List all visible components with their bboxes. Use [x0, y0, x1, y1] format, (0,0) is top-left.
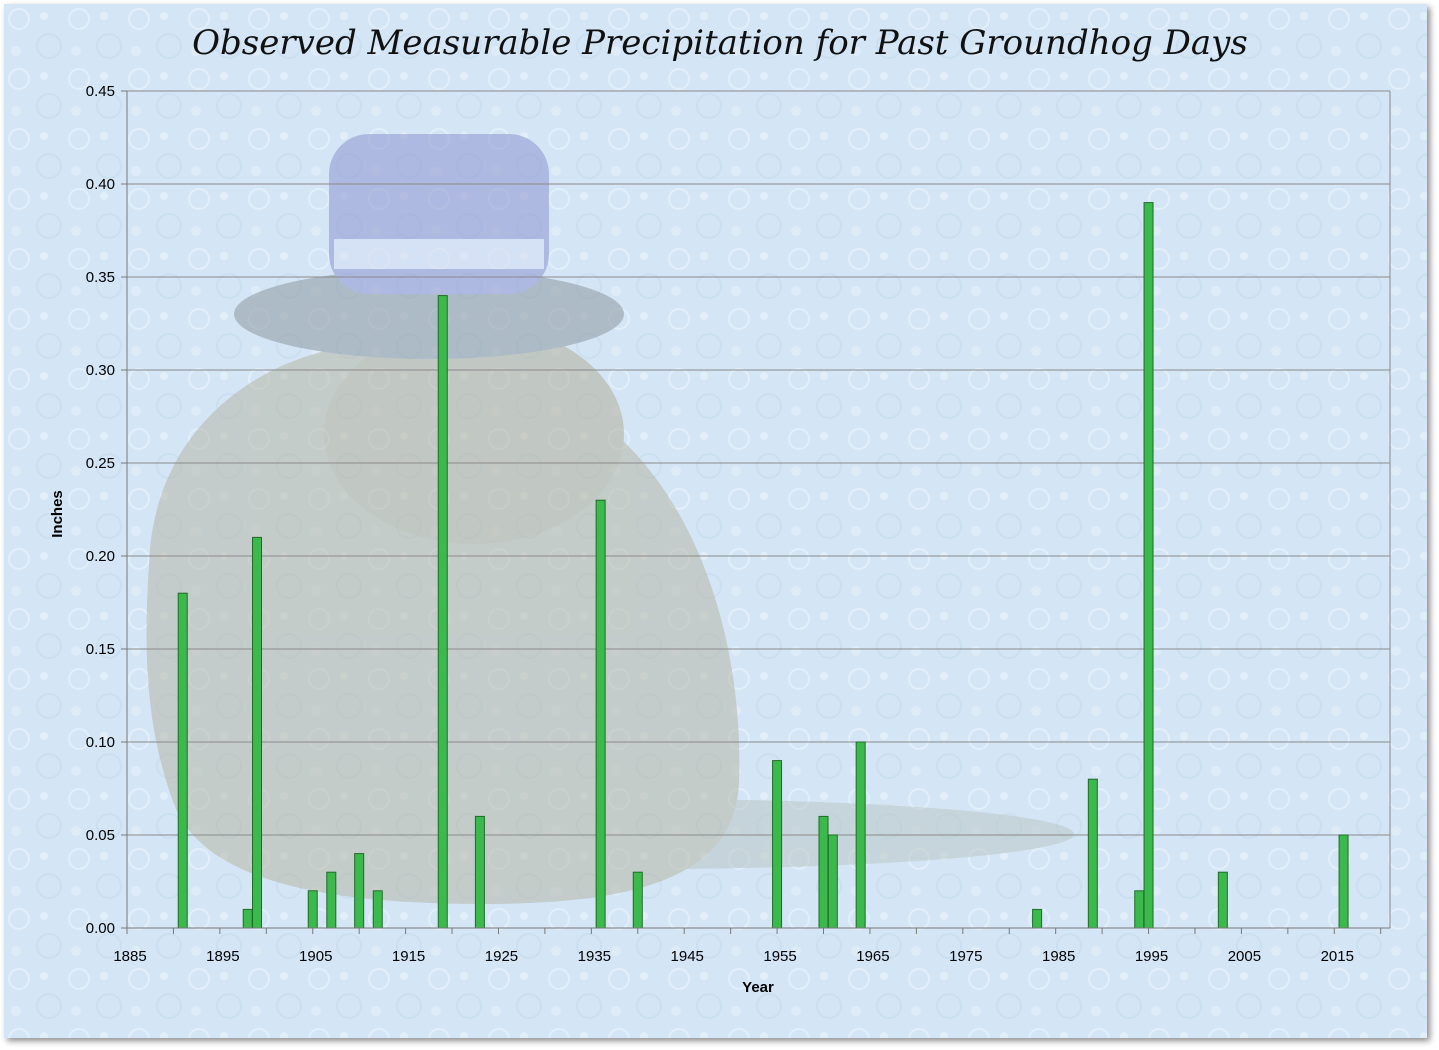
x-tick-label: 1975	[949, 948, 982, 965]
x-axis-title: Year	[742, 979, 774, 996]
bar-1919	[437, 295, 448, 929]
y-tick-label: 0.20	[86, 548, 115, 565]
x-tick-label: 1905	[299, 948, 332, 965]
axes	[121, 90, 1391, 934]
bars	[177, 202, 1349, 929]
bar-1960	[818, 815, 829, 929]
bar-1891	[177, 592, 188, 929]
y-tick-label: 0.15	[86, 641, 115, 658]
chart-frame: 0.00 0.05 0.10 0.15 0.20 0.25 0.30 0.35 0.40 0.45…	[4, 4, 1427, 1038]
bar-1995	[1143, 202, 1154, 929]
x-tick-label: 1935	[578, 948, 611, 965]
bar-1989	[1087, 778, 1098, 929]
x-tick-labels: 1885 1895 1905 1915 1925 1935 1945 1955 1965 1975…	[113, 948, 1354, 965]
bar-1923	[474, 815, 485, 929]
bar-1936	[595, 499, 606, 929]
chart-svg: 0.00 0.05 0.10 0.15 0.20 0.25 0.30 0.35 0.40 0.45…	[4, 4, 1427, 1038]
x-tick-label: 1985	[1042, 948, 1075, 965]
y-tick-label: 0.45	[86, 83, 115, 100]
y-tick-label: 0.10	[86, 734, 115, 751]
bar-1907	[326, 871, 337, 929]
x-tick-label: 1965	[856, 948, 889, 965]
bar-1955	[772, 760, 783, 929]
gridlines	[127, 90, 1390, 836]
bar-1912	[372, 890, 383, 929]
bar-1910	[354, 853, 365, 929]
x-tick-label: 2015	[1321, 948, 1354, 965]
bar-1898	[242, 908, 253, 929]
y-axis-title: Inches	[49, 490, 66, 538]
y-tick-labels: 0.00 0.05 0.10 0.15 0.20 0.25 0.30 0.35 0.40 0.45	[86, 83, 115, 937]
bar-1964	[855, 741, 866, 929]
bar-1905	[307, 890, 318, 929]
chart-title: Observed Measurable Precipitation for Pa…	[192, 23, 1248, 63]
x-tick-label: 1885	[113, 948, 146, 965]
bar-2003	[1217, 871, 1228, 929]
x-tick-label: 2005	[1228, 948, 1261, 965]
x-tick-label: 1945	[671, 948, 704, 965]
y-tick-label: 0.30	[86, 362, 115, 379]
bar-1983	[1032, 908, 1043, 929]
y-tick-label: 0.25	[86, 455, 115, 472]
x-tick-label: 1995	[1135, 948, 1168, 965]
bar-1994	[1134, 890, 1145, 929]
y-tick-label: 0.40	[86, 176, 115, 193]
x-tick-label: 1925	[485, 948, 518, 965]
bar-2016	[1338, 834, 1349, 929]
y-tick-label: 0.00	[86, 920, 115, 937]
y-tick-label: 0.35	[86, 269, 115, 286]
bar-1940	[632, 871, 643, 929]
x-tick-label: 1895	[206, 948, 239, 965]
y-tick-label: 0.05	[86, 827, 115, 844]
x-tick-label: 1955	[763, 948, 796, 965]
bar-1961	[827, 834, 838, 929]
bar-1899	[252, 536, 263, 929]
x-tick-label: 1915	[392, 948, 425, 965]
